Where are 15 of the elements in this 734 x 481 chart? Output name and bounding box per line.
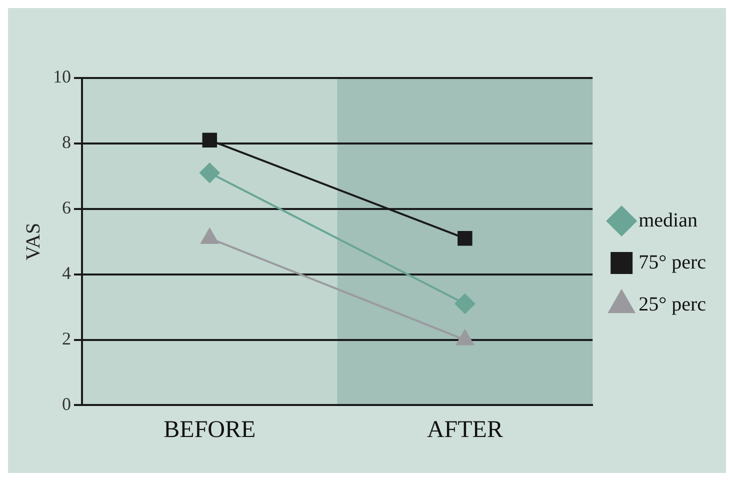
y-tick-label: 4 (62, 263, 71, 284)
y-tick-label: 10 (53, 66, 71, 87)
legend-label: median (638, 209, 698, 232)
point (458, 230, 472, 246)
legend-label: 25° perc (638, 293, 706, 316)
x-tick-label: BEFORE (164, 416, 256, 443)
legend-label: 75° perc (638, 251, 706, 274)
point (200, 162, 220, 183)
y-axis-title: VAS (22, 222, 44, 260)
y-tick-label: 6 (62, 198, 71, 218)
y-tick-label: 8 (62, 132, 71, 152)
x-tick-label: AFTER (426, 416, 503, 443)
y-tick-label: 0 (62, 394, 71, 414)
y-tick-label: 2 (62, 328, 71, 348)
point (202, 132, 218, 148)
